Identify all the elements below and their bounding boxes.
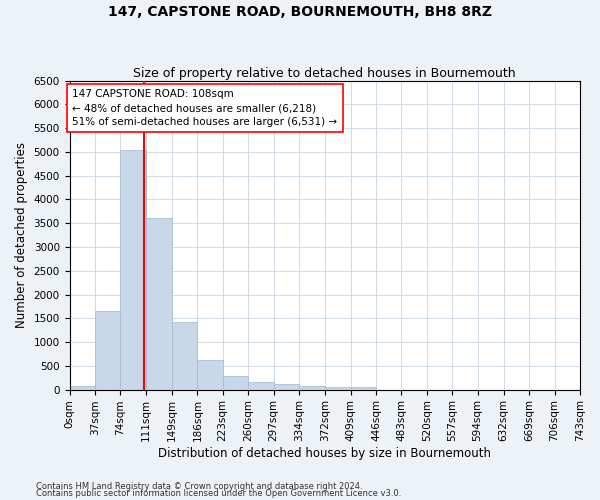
Bar: [299, 386, 325, 390]
Text: 147 CAPSTONE ROAD: 108sqm
← 48% of detached houses are smaller (6,218)
51% of se: 147 CAPSTONE ROAD: 108sqm ← 48% of detac…: [72, 89, 337, 127]
Bar: [325, 386, 350, 390]
X-axis label: Distribution of detached houses by size in Bournemouth: Distribution of detached houses by size …: [158, 447, 491, 460]
Bar: [248, 382, 274, 390]
Bar: [274, 384, 299, 390]
Y-axis label: Number of detached properties: Number of detached properties: [15, 142, 28, 328]
Title: Size of property relative to detached houses in Bournemouth: Size of property relative to detached ho…: [133, 66, 516, 80]
Bar: [146, 218, 172, 390]
Bar: [121, 150, 146, 390]
Bar: [70, 386, 95, 390]
Text: 147, CAPSTONE ROAD, BOURNEMOUTH, BH8 8RZ: 147, CAPSTONE ROAD, BOURNEMOUTH, BH8 8RZ: [108, 5, 492, 19]
Text: Contains HM Land Registry data © Crown copyright and database right 2024.: Contains HM Land Registry data © Crown c…: [36, 482, 362, 491]
Bar: [172, 322, 197, 390]
Text: Contains public sector information licensed under the Open Government Licence v3: Contains public sector information licen…: [36, 489, 401, 498]
Bar: [95, 311, 121, 390]
Bar: [350, 387, 376, 390]
Bar: [223, 376, 248, 390]
Bar: [197, 360, 223, 390]
